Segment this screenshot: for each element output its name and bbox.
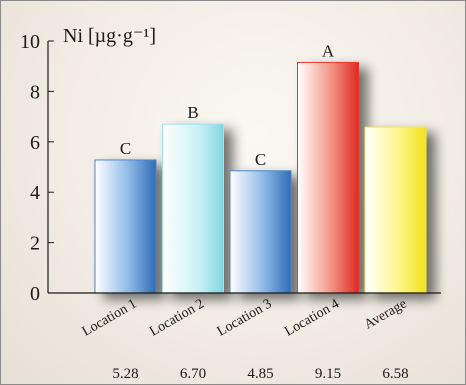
x-tick-label-location-4: Location 4 [282, 296, 342, 339]
y-tick-label-4: 4 [30, 182, 40, 204]
y-axis-title: Ni [µg·g⁻¹] [63, 25, 156, 47]
value-label-location-4: 9.15 [315, 366, 341, 382]
value-label-location-2: 6.70 [180, 366, 206, 382]
x-tick-label-location-2: Location 2 [147, 296, 207, 339]
value-label-average: 6.58 [382, 366, 408, 382]
y-tick-label-0: 0 [30, 283, 40, 305]
y-tick-label-2: 2 [30, 233, 40, 255]
bar-location-1 [94, 159, 157, 294]
y-tick-label-8: 8 [30, 81, 40, 103]
group-letter-location-1: C [120, 139, 131, 158]
group-letter-location-4: A [322, 41, 335, 60]
bars-group: C B C A [94, 41, 427, 294]
y-ticks-group: 0 2 4 6 8 10 [20, 31, 54, 305]
value-label-location-1: 5.28 [112, 366, 138, 382]
bar-location-3 [229, 170, 292, 294]
y-tick-label-6: 6 [30, 132, 40, 154]
y-tick-label-10: 10 [20, 31, 40, 53]
x-tick-label-average: Average [362, 296, 410, 332]
x-labels-group: Location 1 5.28 Location 2 6.70 Location 3 4.… [80, 296, 410, 382]
group-letter-location-2: B [187, 103, 198, 122]
bar-location-2 [162, 123, 224, 294]
value-label-location-3: 4.85 [247, 366, 273, 382]
group-letter-location-3: C [255, 150, 266, 169]
bar-average [364, 126, 427, 294]
bar-location-4 [297, 61, 359, 294]
x-tick-label-location-3: Location 3 [215, 296, 275, 339]
x-tick-label-location-1: Location 1 [80, 296, 140, 339]
